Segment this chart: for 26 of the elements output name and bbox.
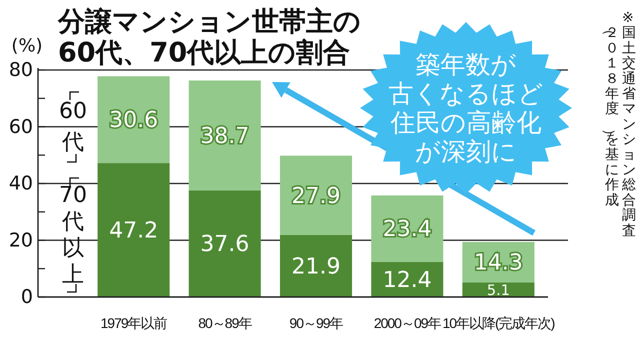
data-label: 23.4	[382, 217, 432, 242]
x-tick-label: 1979年以前	[100, 315, 168, 331]
data-label: 27.9	[292, 184, 340, 209]
data-label: 12.4	[382, 268, 432, 293]
y-tick-label: 80	[8, 59, 33, 81]
y-tick-label: 20	[8, 229, 33, 252]
annotation: 築年数が古くなるほど住民の高齢化が深刻に	[388, 50, 544, 166]
x-tick-label: 10年以降(完成年次)	[442, 315, 555, 331]
data-label: 30.6	[109, 108, 158, 134]
x-tick-label: 80～89年	[198, 315, 252, 331]
series-label: 70代以上	[59, 182, 87, 288]
data-label: 38.7	[200, 124, 250, 149]
y-axis-title: (%)	[11, 36, 43, 56]
y-tick-label: 0	[20, 286, 33, 308]
data-label: 21.9	[292, 254, 340, 280]
chart-title: 分譲マンション世帯主の 60代、70代以上の割合	[57, 6, 361, 68]
y-tick-label: 60	[8, 116, 33, 138]
y-tick-label: 40	[8, 172, 33, 194]
data-label: 5.1	[486, 282, 510, 299]
x-tick-label: 90～99年	[289, 315, 344, 331]
source-note: ※国土交通省マンション総合調査（２０１８年度）を基に作成	[601, 10, 636, 239]
data-label: 14.3	[474, 250, 523, 276]
data-label: 37.6	[200, 232, 250, 258]
data-label: 47.2	[109, 218, 158, 244]
series-label: 60代	[59, 99, 87, 155]
x-tick-label: 2000～09年	[374, 315, 442, 331]
